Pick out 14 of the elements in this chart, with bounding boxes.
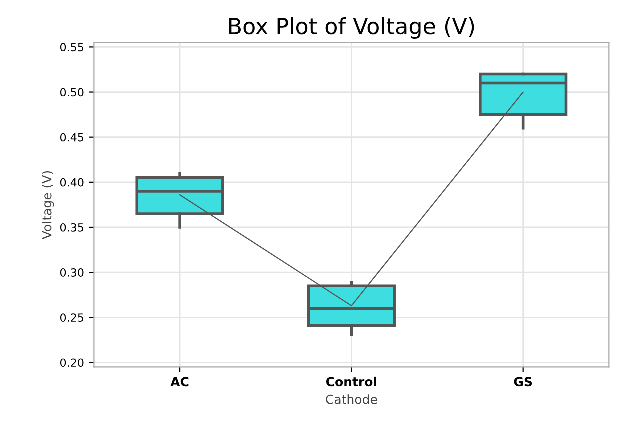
y-axis-title: Voltage (V) bbox=[42, 171, 54, 240]
y-tick-label: 0.55 bbox=[60, 43, 84, 52]
y-tick-label: 0.50 bbox=[60, 88, 84, 97]
x-tick-label: Control bbox=[326, 376, 376, 387]
x-tick-label: GS bbox=[514, 377, 532, 387]
y-tick-label: 0.30 bbox=[60, 268, 84, 277]
y-tick-label: 0.40 bbox=[60, 178, 84, 187]
y-tick-label: 0.45 bbox=[60, 133, 84, 142]
y-tick-label: 0.25 bbox=[60, 314, 84, 322]
y-tick-label: 0.20 bbox=[60, 358, 84, 368]
x-tick-label: AC bbox=[170, 377, 189, 387]
y-tick-label: 0.35 bbox=[60, 223, 84, 232]
chart-title: Box Plot of Voltage (V) bbox=[229, 17, 474, 39]
x-axis-title: Cathode bbox=[326, 394, 378, 404]
